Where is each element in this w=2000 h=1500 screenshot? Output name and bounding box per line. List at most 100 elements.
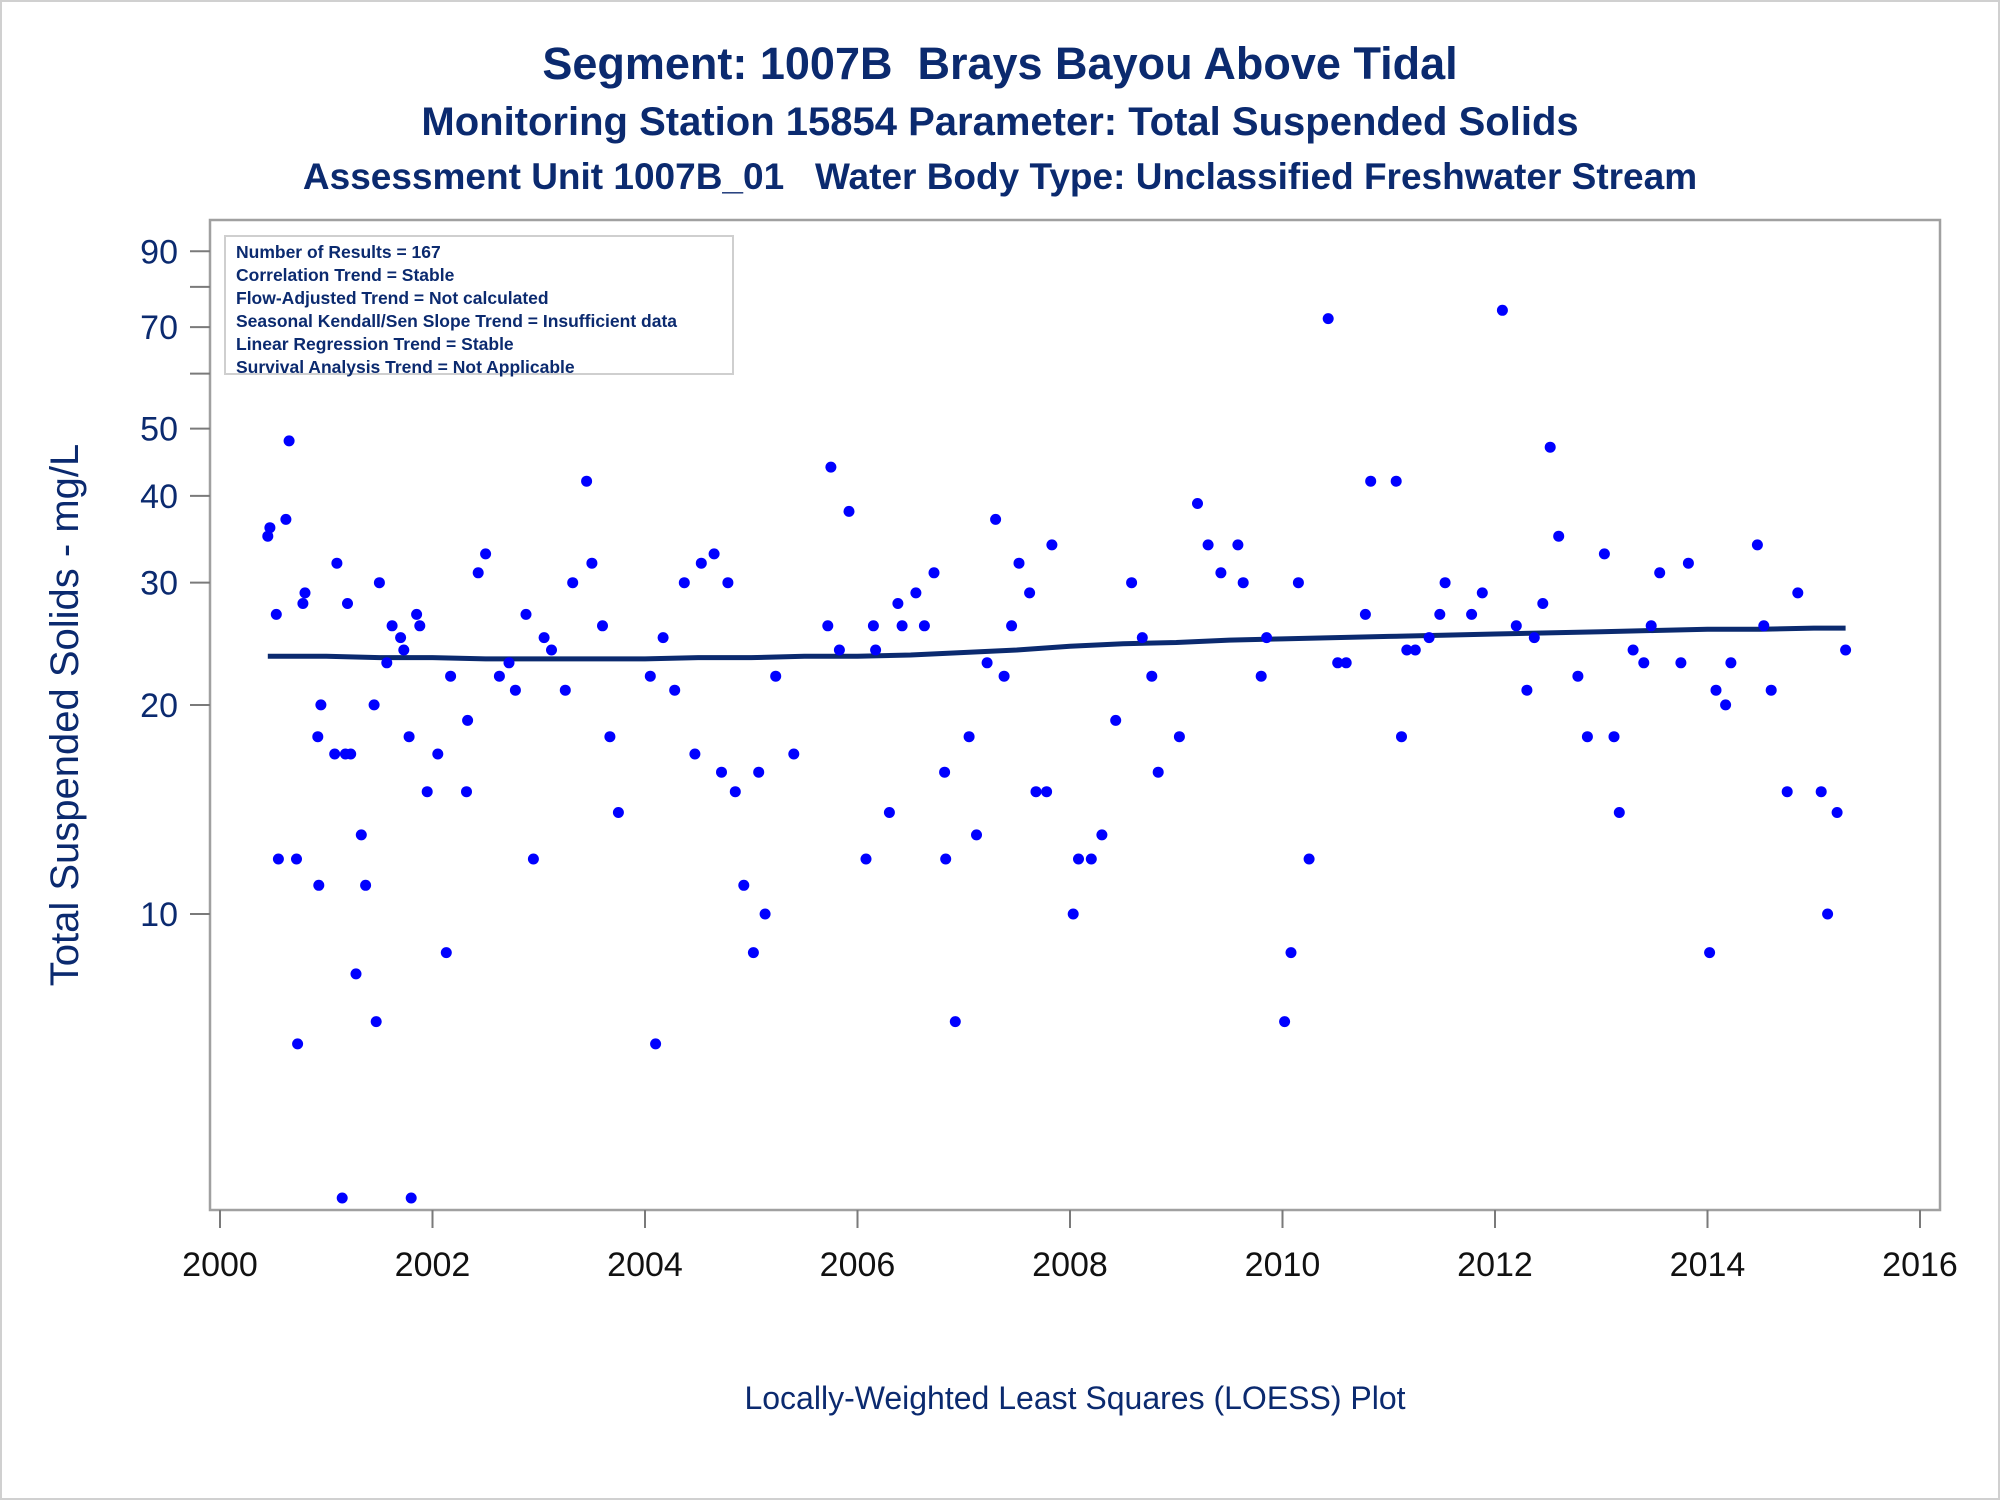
data-point xyxy=(370,1016,382,1028)
data-point xyxy=(695,557,707,569)
x-tick-label: 2002 xyxy=(395,1246,471,1284)
data-point xyxy=(1751,539,1763,551)
data-point xyxy=(1831,807,1843,818)
data-point xyxy=(1654,567,1666,579)
data-point xyxy=(1340,657,1352,669)
data-point xyxy=(1423,632,1435,644)
data-point xyxy=(1215,567,1227,579)
data-point xyxy=(928,567,940,579)
data-point xyxy=(503,657,515,669)
data-point xyxy=(1466,608,1478,620)
data-point xyxy=(386,620,398,632)
data-point xyxy=(747,947,759,959)
stats-line: Seasonal Kendall/Sen Slope Trend = Insuf… xyxy=(236,311,678,331)
stats-line: Number of Results = 167 xyxy=(236,242,441,262)
data-point xyxy=(825,461,837,473)
data-point xyxy=(292,1038,304,1050)
data-point xyxy=(708,548,720,560)
data-point xyxy=(297,598,309,609)
data-point xyxy=(612,807,624,818)
x-tick-label: 2004 xyxy=(607,1246,683,1284)
data-point xyxy=(462,714,474,726)
data-point xyxy=(1608,731,1620,743)
data-point xyxy=(1496,304,1508,316)
data-point xyxy=(1136,632,1148,644)
data-point xyxy=(1521,684,1533,696)
chart-subtitle-parameter: Monitoring Station 15854 Parameter: Tota… xyxy=(421,100,1579,144)
data-point xyxy=(918,620,930,632)
y-tick-label: 20 xyxy=(140,687,178,725)
data-point xyxy=(1192,498,1203,509)
data-point xyxy=(355,829,367,841)
data-point xyxy=(414,620,426,632)
data-point xyxy=(770,670,782,682)
data-point xyxy=(581,475,593,487)
x-tick-label: 2012 xyxy=(1457,1246,1533,1284)
data-point xyxy=(1073,853,1084,865)
data-point xyxy=(716,766,727,778)
data-point xyxy=(1434,608,1446,620)
points-series xyxy=(262,239,1852,1204)
stats-line: Flow-Adjusted Trend = Not calculated xyxy=(236,288,549,308)
data-point xyxy=(892,598,904,609)
data-point xyxy=(480,548,492,560)
data-point xyxy=(1476,587,1488,599)
data-point xyxy=(493,670,505,682)
data-point xyxy=(299,587,311,599)
data-point xyxy=(1024,587,1036,599)
data-point xyxy=(345,748,357,760)
data-point xyxy=(1627,644,1639,656)
data-point xyxy=(1173,731,1185,743)
stats-line: Survival Analysis Trend = Not Applicable xyxy=(236,357,575,377)
data-point xyxy=(331,557,343,569)
data-point xyxy=(546,644,557,656)
data-point xyxy=(472,567,484,579)
loess-line xyxy=(267,625,1846,662)
stats-line: Linear Regression Trend = Stable xyxy=(236,334,514,354)
x-axis: 2000 2002 2004 2006 2008 2010 2012 2014 2016 xyxy=(182,1210,1958,1284)
data-point xyxy=(342,598,353,609)
data-point xyxy=(368,699,380,711)
data-point xyxy=(1322,313,1334,325)
data-point xyxy=(1840,644,1852,656)
data-point xyxy=(1096,829,1108,841)
data-point xyxy=(1720,699,1732,711)
x-tick-label: 2008 xyxy=(1032,1246,1108,1284)
data-point xyxy=(1126,577,1138,589)
data-point xyxy=(1401,644,1413,656)
data-point xyxy=(1232,539,1244,551)
data-point xyxy=(1581,731,1593,743)
data-point xyxy=(1815,786,1827,798)
data-point xyxy=(1292,577,1304,589)
data-point xyxy=(1528,632,1540,644)
data-point xyxy=(1537,598,1549,609)
data-point xyxy=(1152,766,1164,778)
data-point xyxy=(759,908,771,920)
data-point xyxy=(1237,577,1249,589)
data-point xyxy=(1675,657,1687,669)
data-point xyxy=(264,522,276,534)
data-point xyxy=(597,620,608,632)
data-point xyxy=(445,670,457,682)
data-point xyxy=(1758,620,1770,632)
data-point xyxy=(650,1038,662,1050)
data-point xyxy=(910,587,922,599)
data-point xyxy=(1682,557,1694,569)
data-point xyxy=(1439,577,1451,589)
data-point xyxy=(644,670,656,682)
data-point xyxy=(262,530,274,542)
data-point xyxy=(283,435,295,447)
data-point xyxy=(313,879,325,891)
data-point xyxy=(1202,539,1214,551)
data-point xyxy=(291,853,302,865)
x-tick-label: 2014 xyxy=(1670,1246,1746,1284)
data-point xyxy=(1553,530,1565,542)
data-point xyxy=(896,620,908,632)
data-point xyxy=(981,657,993,669)
chart-title: Segment: 1007B Brays Bayou Above Tidal xyxy=(542,38,1458,89)
data-point xyxy=(870,644,882,656)
data-point xyxy=(398,644,410,656)
data-point xyxy=(753,766,765,778)
data-point xyxy=(1613,807,1625,818)
data-point xyxy=(949,1016,961,1028)
